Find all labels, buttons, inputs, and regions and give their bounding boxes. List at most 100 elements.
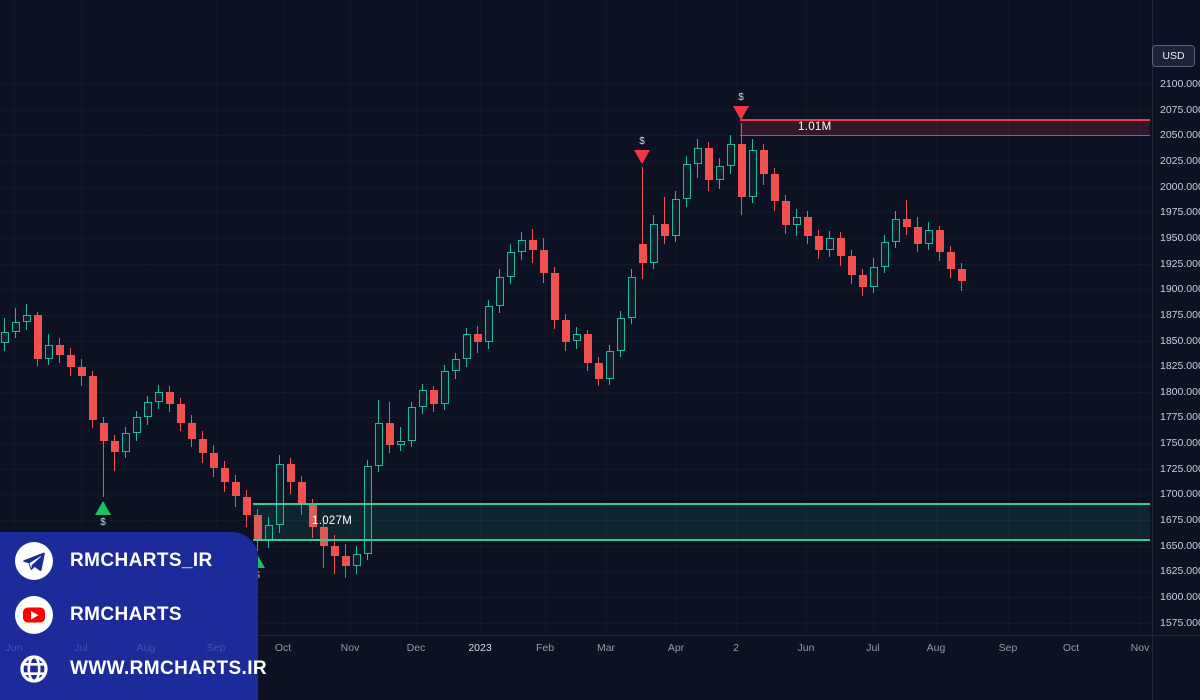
time-axis[interactable]: Jun Jul Aug Sep Oct Nov Dec 2023 Feb Mar Apr 2 Jun Ju… <box>0 635 1200 700</box>
candle-body <box>386 422 394 446</box>
candle-body <box>353 553 361 567</box>
candle-body <box>540 250 548 273</box>
candle-body <box>166 391 174 405</box>
buy-signal-arrow-icon[interactable] <box>95 500 111 515</box>
candle-body <box>463 334 471 359</box>
candle-body <box>177 404 185 423</box>
candle-body <box>221 467 229 483</box>
grid-line-h <box>0 212 1152 213</box>
time-tick-label: Oct <box>1062 642 1080 654</box>
grid-line-h <box>0 84 1152 85</box>
candle-body <box>89 376 97 421</box>
candle-body <box>45 344 53 359</box>
candle-body <box>562 320 570 342</box>
candle-body <box>683 164 691 199</box>
telegram-icon <box>15 542 53 580</box>
candle-body <box>518 240 526 253</box>
grid-line-h <box>0 315 1152 316</box>
website-link[interactable]: WWW.RMCHARTS.IR <box>15 650 267 688</box>
website-url: WWW.RMCHARTS.IR <box>70 658 268 679</box>
sell-signal-arrow-icon[interactable] <box>733 105 749 120</box>
price-tick-label: 1925.000 <box>1160 257 1200 270</box>
time-tick-label: Sep <box>998 642 1018 654</box>
candle-wick <box>906 199 907 235</box>
price-axis-separator <box>1152 0 1153 700</box>
grid-line-h <box>0 289 1152 290</box>
time-tick-label: Jun <box>797 642 815 654</box>
candle-body <box>771 174 779 201</box>
candle-body <box>430 389 438 405</box>
signal-dollar-label: $ <box>639 136 645 148</box>
candle-body <box>276 463 284 526</box>
candle-body <box>122 432 130 453</box>
time-tick-label: Aug <box>926 642 946 654</box>
candle-body <box>78 367 86 377</box>
candle-body <box>584 334 592 363</box>
candle-body <box>804 217 812 236</box>
candle-body <box>815 235 823 251</box>
candle-body <box>793 217 801 225</box>
signal-dollar-label: $ <box>100 516 106 528</box>
candle-body <box>617 317 625 351</box>
candle-body <box>287 463 295 483</box>
candle-body <box>705 147 713 181</box>
candle-body <box>881 242 889 267</box>
candle-body <box>672 198 680 236</box>
supply-zone-top-line[interactable] <box>740 119 1150 121</box>
candle-body <box>694 147 702 164</box>
candle-body <box>936 229 944 253</box>
candle-body <box>188 422 196 439</box>
candle-wick <box>642 167 643 279</box>
price-tick-label: 1875.000 <box>1160 308 1200 321</box>
candle-body <box>738 143 746 197</box>
supply-zone-bottom-line[interactable] <box>740 134 1150 137</box>
candle-body <box>749 149 757 197</box>
time-tick-label: 2 <box>733 642 739 654</box>
demand-zone[interactable] <box>253 503 1150 540</box>
candle-body <box>573 334 581 342</box>
candle-body <box>23 314 31 323</box>
candle-body <box>342 556 350 567</box>
price-axis[interactable]: 2100.000 2075.000 2050.000 2025.000 2000.000… <box>1153 0 1200 700</box>
candle-body <box>56 344 64 355</box>
youtube-link[interactable]: RMCHARTS <box>15 596 258 634</box>
grid-line-h <box>0 366 1152 367</box>
telegram-link[interactable]: RMCHARTS_IR <box>15 542 258 580</box>
candle-body <box>914 226 922 244</box>
candle-body <box>826 237 834 251</box>
candle-body <box>782 201 790 225</box>
price-tick-label: 1825.000 <box>1160 360 1200 373</box>
candle-body <box>364 465 372 554</box>
candle-body <box>1 332 9 343</box>
candle-body <box>375 422 383 466</box>
globe-icon <box>20 655 48 683</box>
candle-body <box>947 252 955 269</box>
sell-signal-arrow-icon[interactable] <box>634 150 650 165</box>
currency-usd-button[interactable]: USD <box>1152 45 1195 67</box>
price-tick-label: 1725.000 <box>1160 462 1200 475</box>
candle-body <box>232 482 240 497</box>
price-tick-label: 1850.000 <box>1160 334 1200 347</box>
price-tick-label: 2050.000 <box>1160 129 1200 142</box>
youtube-handle: RMCHARTS <box>70 604 182 625</box>
price-tick-label: 1750.000 <box>1160 437 1200 450</box>
candle-body <box>870 266 878 288</box>
price-tick-label: 1775.000 <box>1160 411 1200 424</box>
candle-body <box>903 219 911 227</box>
grid-line-h <box>0 110 1152 111</box>
supply-zone[interactable] <box>740 119 1150 136</box>
price-tick-label: 2100.000 <box>1160 78 1200 90</box>
candle-wick <box>103 417 104 498</box>
candle-body <box>848 256 856 275</box>
candle-body <box>320 527 328 546</box>
candle-body <box>760 149 768 175</box>
demand-zone-top-line[interactable] <box>253 503 1150 505</box>
time-tick-label: Feb <box>535 642 555 654</box>
demand-zone-bottom-line[interactable] <box>253 539 1150 541</box>
candle-body <box>210 453 218 468</box>
candle-body <box>408 407 416 442</box>
candle-body <box>925 229 933 245</box>
price-tick-label: 2025.000 <box>1160 154 1200 167</box>
